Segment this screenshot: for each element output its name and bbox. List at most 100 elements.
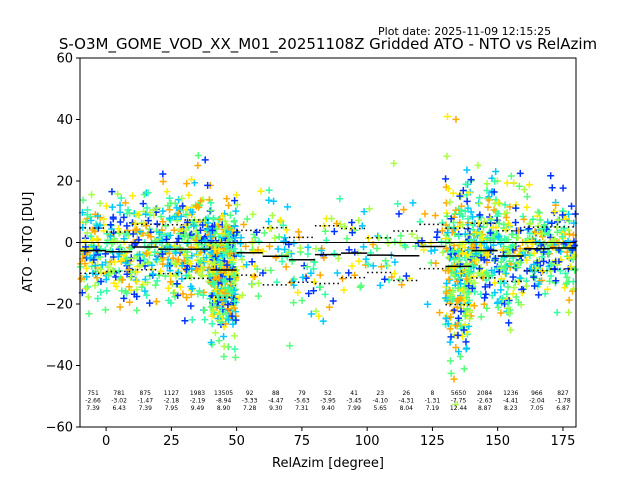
scatter-point (199, 221, 207, 229)
x-tick-label: 125 (420, 434, 445, 449)
scatter-point (141, 287, 149, 295)
scatter-point (87, 217, 95, 225)
scatter-point (330, 228, 338, 236)
scatter-point (510, 179, 518, 187)
scatter-point (327, 215, 335, 223)
scatter-point (362, 255, 370, 263)
scatter-point (144, 189, 152, 197)
scatter-point (571, 210, 579, 218)
scatter-point (118, 276, 126, 284)
scatter-point (220, 342, 228, 350)
scatter-point (231, 353, 239, 361)
scatter-point (182, 226, 190, 234)
scatter-point (408, 230, 416, 238)
bin-stat-label: 8.23 (504, 405, 518, 412)
scatter-point (159, 260, 167, 268)
scatter-point (125, 283, 133, 291)
scatter-point (122, 259, 130, 267)
scatter-point (462, 180, 470, 188)
scatter-point (153, 277, 161, 285)
scatter-point (267, 266, 275, 274)
scatter-point (339, 275, 347, 283)
scatter-point (152, 281, 160, 289)
scatter-point (97, 265, 105, 273)
scatter-point (143, 279, 151, 287)
scatter-point (325, 303, 333, 311)
scatter-point (232, 316, 240, 324)
scatter-point (151, 237, 159, 245)
scatter-point (218, 230, 226, 238)
scatter-point (465, 266, 473, 274)
scatter-point (250, 247, 258, 255)
scatter-point (229, 320, 237, 328)
scatter-point (201, 237, 209, 245)
scatter-point (439, 248, 447, 256)
scatter-point (85, 310, 93, 318)
scatter-point (341, 222, 349, 230)
bin-stat-label: -2.18 (164, 398, 180, 405)
scatter-point (450, 375, 458, 383)
scatter-point (483, 180, 491, 188)
scatter-point (481, 294, 489, 302)
scatter-point (307, 310, 315, 318)
scatter-point (130, 254, 138, 262)
scatter-point (491, 254, 499, 262)
scatter-point (351, 248, 359, 256)
scatter-point (79, 196, 87, 204)
scatter-point (438, 219, 446, 227)
scatter-point (199, 291, 207, 299)
scatter-point (319, 317, 327, 325)
scatter-point (127, 274, 135, 282)
scatter-point (333, 269, 341, 277)
scatter-point (133, 277, 141, 285)
scatter-point (226, 250, 234, 258)
scatter-point (477, 264, 485, 272)
scatter-point (547, 261, 555, 269)
scatter-point (431, 246, 439, 254)
y-tick-label: 60 (56, 52, 73, 67)
scatter-point (538, 276, 546, 284)
scatter-point (398, 281, 406, 289)
bin-stat-label: 8.04 (400, 405, 414, 412)
scatter-point (345, 269, 353, 277)
scatter-point (565, 230, 573, 238)
scatter-point (171, 199, 179, 207)
scatter-point (150, 206, 158, 214)
bin-stat-label: 12.44 (450, 405, 467, 412)
scatter-point (88, 191, 96, 199)
scatter-point (443, 152, 451, 160)
plot-date: Plot date: 2025-11-09 12:15:25 (378, 25, 551, 38)
bin-stat-label: 7.39 (86, 405, 100, 412)
scatter-point (164, 284, 172, 292)
scatter-point (144, 258, 152, 266)
scatter-point (517, 258, 525, 266)
scatter-point (266, 242, 274, 250)
scatter-point (210, 258, 218, 266)
scatter-point (446, 357, 454, 365)
scatter-point (162, 222, 170, 230)
scatter-point (538, 253, 546, 261)
scatter-point (181, 317, 189, 325)
scatter-point (183, 218, 191, 226)
scatter-point (497, 286, 505, 294)
scatter-point (114, 252, 122, 260)
scatter-point (212, 252, 220, 260)
scatter-point (204, 181, 212, 189)
scatter-point (87, 232, 95, 240)
scatter-point (544, 218, 552, 226)
bin-stat-label: -3.33 (242, 398, 258, 405)
scatter-point (178, 194, 186, 202)
scatter-point (163, 235, 171, 243)
scatter-point (139, 200, 147, 208)
scatter-point (83, 273, 91, 281)
scatter-point (488, 266, 496, 274)
bin-stat-label: 7.05 (530, 405, 544, 412)
scatter-point (223, 195, 231, 203)
bin-stat-label: 79 (298, 390, 306, 397)
scatter-point (120, 294, 128, 302)
scatter-point (228, 260, 236, 268)
scatter-point (461, 321, 469, 329)
scatter-point (534, 222, 542, 230)
scatter-point (495, 219, 503, 227)
scatter-point (501, 263, 509, 271)
